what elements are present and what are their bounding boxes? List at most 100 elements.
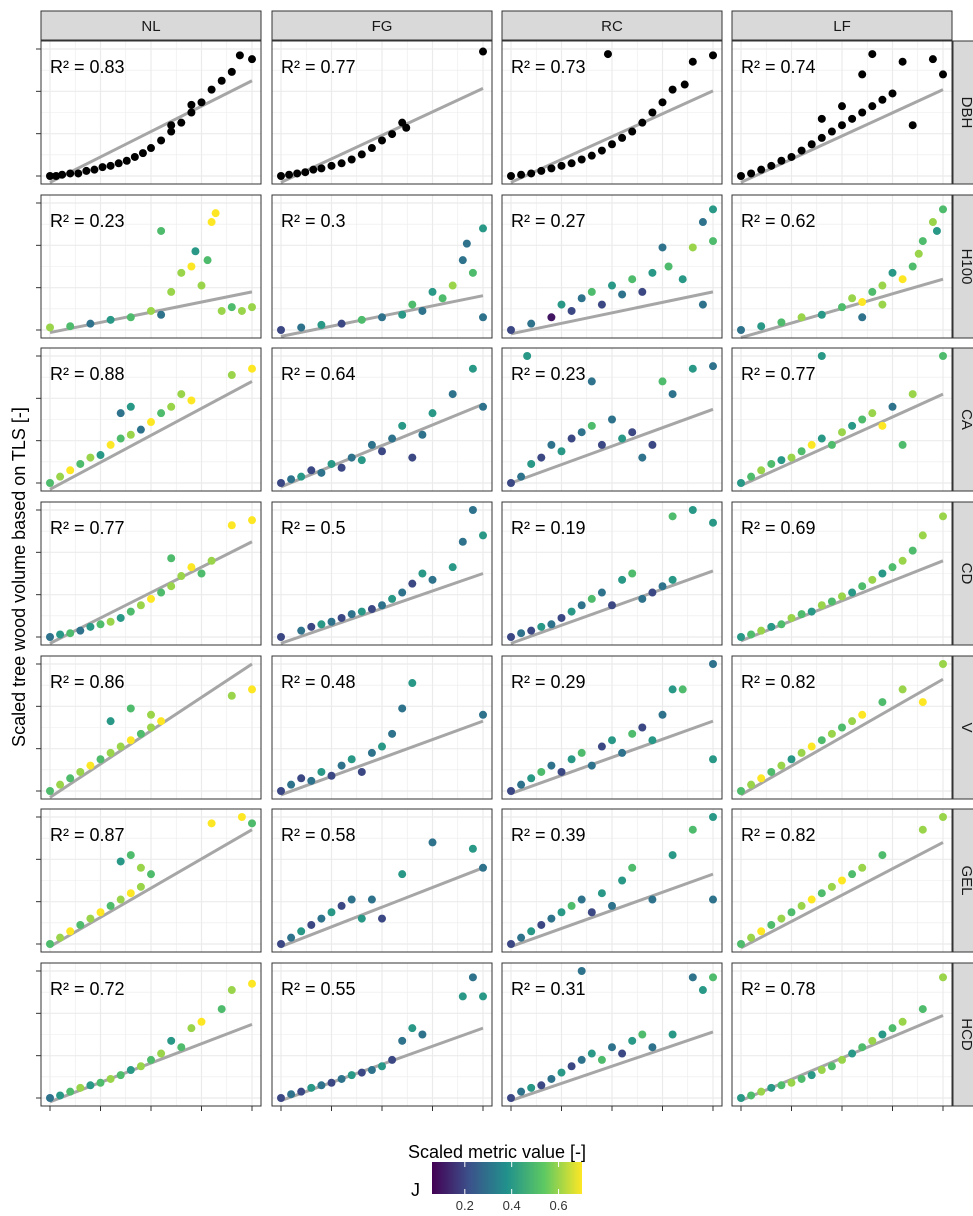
data-point — [557, 300, 566, 309]
data-point — [587, 1049, 596, 1058]
data-point — [187, 563, 196, 572]
fit-line — [510, 290, 714, 336]
r2-label: R² = 0.19 — [511, 518, 586, 538]
strip-nl — [40, 10, 262, 41]
fit-line — [280, 866, 484, 948]
data-point — [357, 1068, 366, 1077]
data-point — [567, 434, 576, 443]
panel-border — [271, 40, 493, 185]
data-point — [658, 98, 667, 107]
r2-label: R² = 0.48 — [281, 672, 356, 692]
data-point — [76, 1083, 85, 1092]
data-point — [378, 447, 386, 456]
data-point — [777, 1081, 786, 1090]
data-point — [567, 1062, 576, 1071]
data-point — [96, 1078, 105, 1087]
data-point — [858, 108, 867, 117]
data-point — [468, 844, 477, 853]
panel-ca-lf: R² = 0.77 — [731, 347, 953, 492]
data-point — [597, 588, 606, 597]
data-point — [479, 47, 487, 56]
data-point — [608, 140, 616, 149]
data-point — [479, 313, 487, 322]
data-point — [136, 601, 145, 610]
data-point — [46, 940, 54, 948]
data-point — [527, 774, 536, 783]
data-point — [106, 901, 115, 910]
data-point — [98, 163, 107, 172]
data-point — [248, 303, 256, 312]
data-point — [307, 1083, 316, 1092]
fit-line — [510, 407, 714, 485]
data-point — [207, 819, 216, 828]
panel-cd-nl: R² = 0.77 — [36, 501, 262, 646]
color-legend: J 0.2 0.4 0.6 — [411, 1162, 582, 1213]
data-point — [177, 268, 186, 277]
data-point — [678, 275, 687, 284]
data-point — [347, 895, 356, 904]
data-point — [217, 306, 226, 315]
data-point — [868, 50, 877, 59]
data-point — [777, 318, 786, 327]
data-point — [547, 761, 556, 770]
data-point — [227, 67, 236, 76]
fit-line — [740, 841, 944, 950]
data-point — [858, 582, 867, 591]
data-point — [398, 310, 407, 319]
data-point — [648, 895, 657, 904]
data-point — [517, 933, 526, 942]
data-point — [248, 685, 256, 694]
data-point — [388, 1055, 397, 1064]
data-point — [797, 146, 806, 155]
data-point — [618, 133, 627, 142]
data-point — [157, 226, 166, 235]
panel-border — [501, 501, 723, 646]
data-point — [96, 908, 105, 917]
r2-label: R² = 0.77 — [741, 364, 816, 384]
data-point — [187, 262, 196, 271]
data-point — [878, 300, 887, 309]
data-point — [337, 159, 346, 168]
data-point — [817, 114, 826, 123]
data-point — [138, 149, 147, 158]
data-point — [878, 1030, 887, 1039]
data-point — [56, 933, 65, 942]
data-point — [479, 402, 487, 411]
data-point — [757, 165, 766, 174]
r2-label: R² = 0.29 — [511, 672, 586, 692]
data-point — [448, 563, 457, 572]
data-point — [106, 161, 115, 170]
data-point — [709, 660, 717, 668]
data-point — [277, 326, 285, 334]
fit-line — [49, 79, 253, 184]
r2-label: R² = 0.77 — [281, 57, 356, 77]
data-point — [698, 218, 707, 227]
data-point — [878, 95, 887, 104]
r2-label: R² = 0.23 — [50, 211, 125, 231]
data-point — [327, 161, 336, 170]
data-point — [126, 851, 135, 860]
data-point — [618, 876, 627, 885]
data-point — [408, 679, 417, 688]
panel-border — [501, 347, 723, 492]
data-point — [378, 914, 386, 923]
data-point — [638, 453, 647, 462]
r2-label: R² = 0.64 — [281, 364, 356, 384]
panel-cd-rc: R² = 0.19 — [501, 501, 723, 646]
data-point — [787, 755, 796, 764]
data-point — [817, 352, 826, 360]
panel-cd-fg: R² = 0.5 — [271, 501, 493, 646]
data-point — [317, 620, 326, 629]
data-point — [709, 237, 717, 246]
data-point — [668, 85, 677, 94]
strip-label-h100: H100 — [958, 249, 973, 285]
strip-label-v: V — [958, 722, 973, 732]
panel-border — [501, 194, 723, 339]
data-point — [248, 516, 256, 525]
data-point — [709, 973, 717, 982]
data-point — [378, 136, 386, 145]
data-point — [147, 1055, 155, 1064]
data-point — [638, 1030, 647, 1039]
data-point — [888, 402, 897, 411]
data-point — [848, 588, 857, 597]
